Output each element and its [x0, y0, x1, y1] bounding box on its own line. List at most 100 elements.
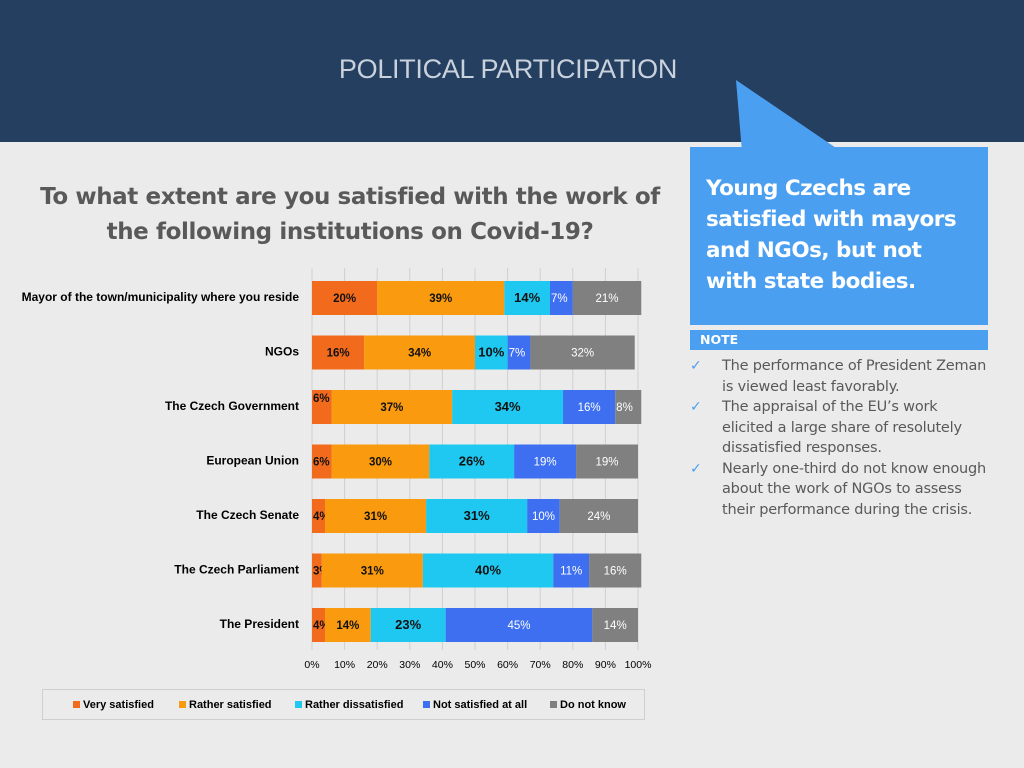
bar-segment: [325, 499, 427, 533]
data-label: 37%: [380, 402, 403, 414]
data-label: 31%: [464, 508, 490, 523]
data-label: 7%: [509, 348, 526, 360]
bar-segment: [559, 499, 638, 533]
data-label: 34%: [495, 399, 521, 414]
data-label: 16%: [578, 402, 601, 414]
bar-segment: [331, 390, 453, 424]
bar-segment: [530, 335, 635, 370]
x-tick-label: 0%: [304, 659, 319, 671]
legend-label: Rather dissatisfied: [305, 699, 404, 711]
data-label: 34%: [408, 348, 431, 360]
bar-segment: [514, 444, 577, 479]
note-item: ✓ The performance of President Zeman is …: [690, 356, 990, 397]
bar-segment: [572, 281, 642, 315]
x-tick-label: 80%: [562, 659, 583, 671]
bar-segment: [325, 608, 371, 642]
note-header: NOTE: [690, 330, 988, 350]
legend-label: Not satisfied at all: [433, 699, 528, 711]
data-label: 30%: [369, 457, 392, 469]
note-text: The appraisal of the EU’s work elicited …: [722, 399, 962, 456]
legend-entry: Not satisfied at all: [423, 699, 527, 711]
x-tick-label: 30%: [399, 659, 420, 671]
legend-label: Rather satisfied: [189, 699, 272, 711]
data-label: 20%: [333, 293, 356, 305]
bar-segment: [377, 281, 505, 315]
data-label: 19%: [596, 457, 619, 469]
legend-entry: Very satisfied: [73, 699, 154, 711]
chart-legend: Very satisfied Rather satisfied Rather d…: [42, 689, 645, 720]
callout-box: Young Czechs are satisfied with mayors a…: [690, 147, 988, 325]
bar-segment: [553, 553, 590, 588]
bar-segment: [527, 499, 560, 533]
note-item: ✓ The appraisal of the EU’s work elicite…: [690, 397, 990, 459]
legend-swatch: [73, 701, 80, 708]
data-label: 39%: [429, 293, 452, 305]
note-item: ✓ Nearly one-third do not know enough ab…: [690, 459, 990, 521]
legend-swatch: [295, 701, 302, 708]
data-label: 6%: [313, 457, 330, 469]
bar-segment: [364, 335, 475, 370]
data-label: 14%: [336, 620, 359, 632]
bar-segment: [426, 499, 528, 533]
data-label: 23%: [395, 617, 421, 632]
legend-label: Do not know: [560, 699, 626, 711]
check-icon: ✓: [690, 460, 702, 477]
data-label: 10%: [532, 511, 555, 523]
slide-title: POLITICAL PARTICIPATION: [338, 54, 678, 84]
bar-segment: [549, 281, 573, 315]
data-label: 6%: [313, 393, 330, 405]
data-label: 8%: [616, 402, 633, 414]
data-label: 16%: [604, 566, 627, 578]
category-label: The Czech Senate: [196, 508, 299, 522]
bar-segment: [422, 553, 554, 588]
data-label: 31%: [364, 511, 387, 523]
legend-swatch: [179, 701, 186, 708]
bar-segment: [312, 499, 326, 533]
bar-segment: [312, 281, 378, 315]
category-label: The Czech Parliament: [174, 563, 299, 577]
chart-question: To what extent are you satisfied with th…: [40, 184, 660, 245]
check-icon: ✓: [690, 358, 702, 374]
bar-segment: [475, 335, 508, 370]
x-tick-label: 70%: [530, 659, 551, 671]
x-tick-label: 100%: [625, 659, 652, 671]
legend-label: Very satisfied: [83, 699, 154, 711]
bar-segment: [312, 390, 332, 424]
bar-segment: [312, 608, 326, 642]
category-label: The Czech Government: [165, 399, 299, 413]
check-icon: ✓: [690, 399, 702, 415]
category-label: The President: [220, 617, 299, 631]
bar-segment: [589, 553, 642, 588]
legend-entry: Rather dissatisfied: [295, 699, 403, 711]
data-label: 32%: [571, 348, 594, 360]
callout-pointer: [736, 80, 842, 152]
category-label: Mayor of the town/municipality where you…: [22, 290, 300, 304]
bar-segment: [445, 608, 593, 642]
bar-segment: [312, 335, 365, 370]
data-label: 11%: [560, 566, 582, 578]
bar-segment: [592, 608, 638, 642]
data-label: 14%: [514, 290, 540, 305]
bar-segment: [429, 444, 515, 479]
data-label: 21%: [596, 293, 619, 305]
bar-segment: [615, 390, 642, 424]
data-label: 10%: [478, 345, 504, 360]
bar-segment: [312, 553, 322, 588]
legend-swatch: [550, 701, 557, 708]
bar-segment: [576, 444, 638, 479]
bar-segment: [507, 335, 531, 370]
bar-segment: [312, 444, 332, 479]
data-label: 7%: [551, 293, 568, 305]
x-tick-label: 40%: [432, 659, 453, 671]
category-label: European Union: [206, 454, 299, 468]
bar-segment: [563, 390, 616, 424]
data-label: 45%: [507, 620, 530, 632]
x-tick-label: 10%: [334, 659, 355, 671]
satisfaction-chart: 0% 10% 20% 30% 40% 50% 60% 70% 80% 90% 100% Mayor o…: [22, 268, 652, 671]
data-label: 24%: [587, 511, 610, 523]
legend-swatch: [423, 701, 430, 708]
bar-segment: [452, 390, 564, 424]
x-tick-label: 60%: [497, 659, 518, 671]
header-banner: [0, 0, 1024, 142]
bar-segment: [321, 553, 423, 588]
